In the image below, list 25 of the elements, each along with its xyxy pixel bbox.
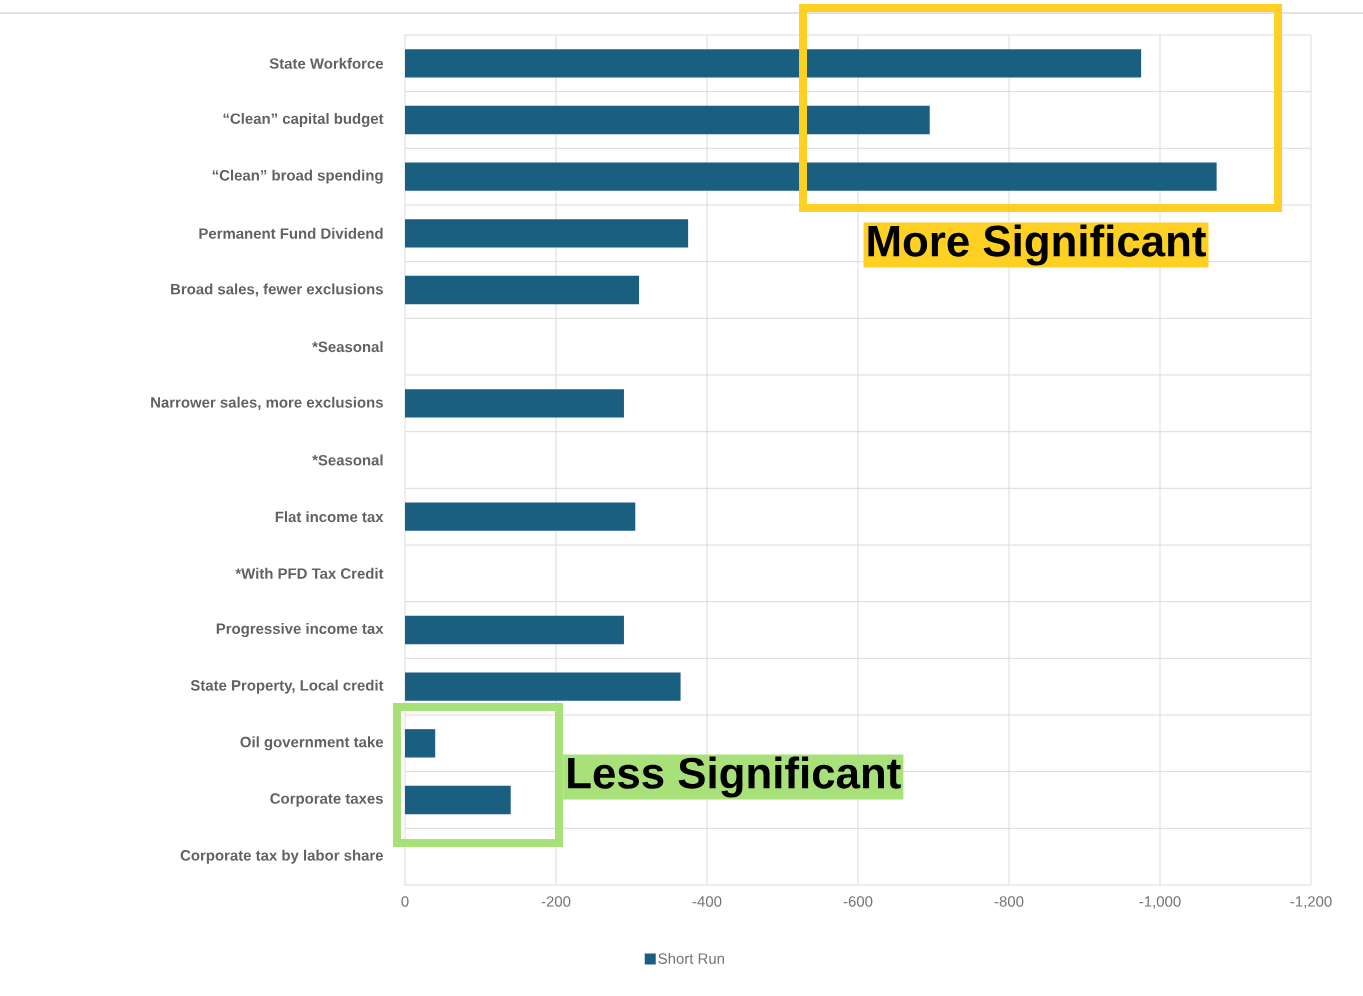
annotation: Less Significant [568,756,901,798]
x-tick-label: -600 [843,896,873,907]
y-tick-label: Permanent Fund Dividend [199,227,383,239]
y-tick-label: *Seasonal [312,454,383,466]
legend-label: Short Run [658,952,725,964]
x-tick-label: -800 [994,896,1024,907]
x-tick-label: -400 [692,896,722,907]
y-tick-label: Flat income tax [275,511,384,523]
y-tick-label: Oil government take [240,736,384,751]
x-tick-label: -1,200 [1290,896,1332,909]
y-tick-label: State Workforce [269,57,384,69]
y-tick-label: Narrower sales, more exclusions [151,396,383,410]
y-tick-label: *Seasonal [312,341,383,353]
y-tick-label: Corporate taxes [270,793,383,807]
y-tick-label: “Clean” broad spending [212,169,383,184]
x-tick-label: -1,000 [1139,896,1181,909]
y-tick-label: *With PFD Tax Credit [235,567,384,579]
y-tick-label: “Clean” capital budget [223,113,384,127]
y-tick-label: State Property, Local credit [190,679,384,694]
x-tick-label: -200 [541,896,571,907]
y-tick-label: Progressive income tax [216,623,384,638]
y-tick-label: Corporate tax by labor share [180,849,384,864]
annotation: More Significant [868,224,1206,266]
y-tick-label: Broad sales, fewer exclusions [171,283,383,297]
x-tick-label: 0 [401,896,409,907]
